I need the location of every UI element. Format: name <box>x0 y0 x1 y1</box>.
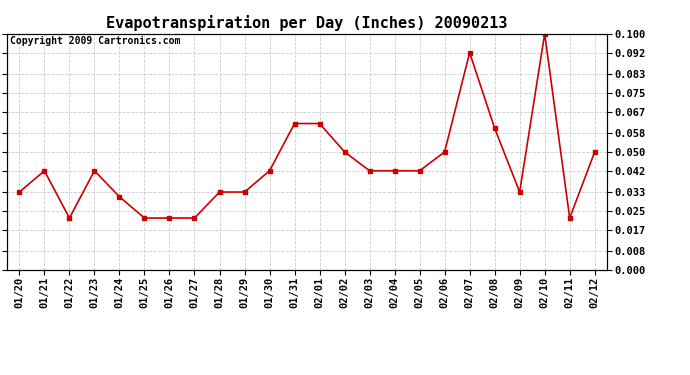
Title: Evapotranspiration per Day (Inches) 20090213: Evapotranspiration per Day (Inches) 2009… <box>106 15 508 31</box>
Text: Copyright 2009 Cartronics.com: Copyright 2009 Cartronics.com <box>10 36 180 46</box>
